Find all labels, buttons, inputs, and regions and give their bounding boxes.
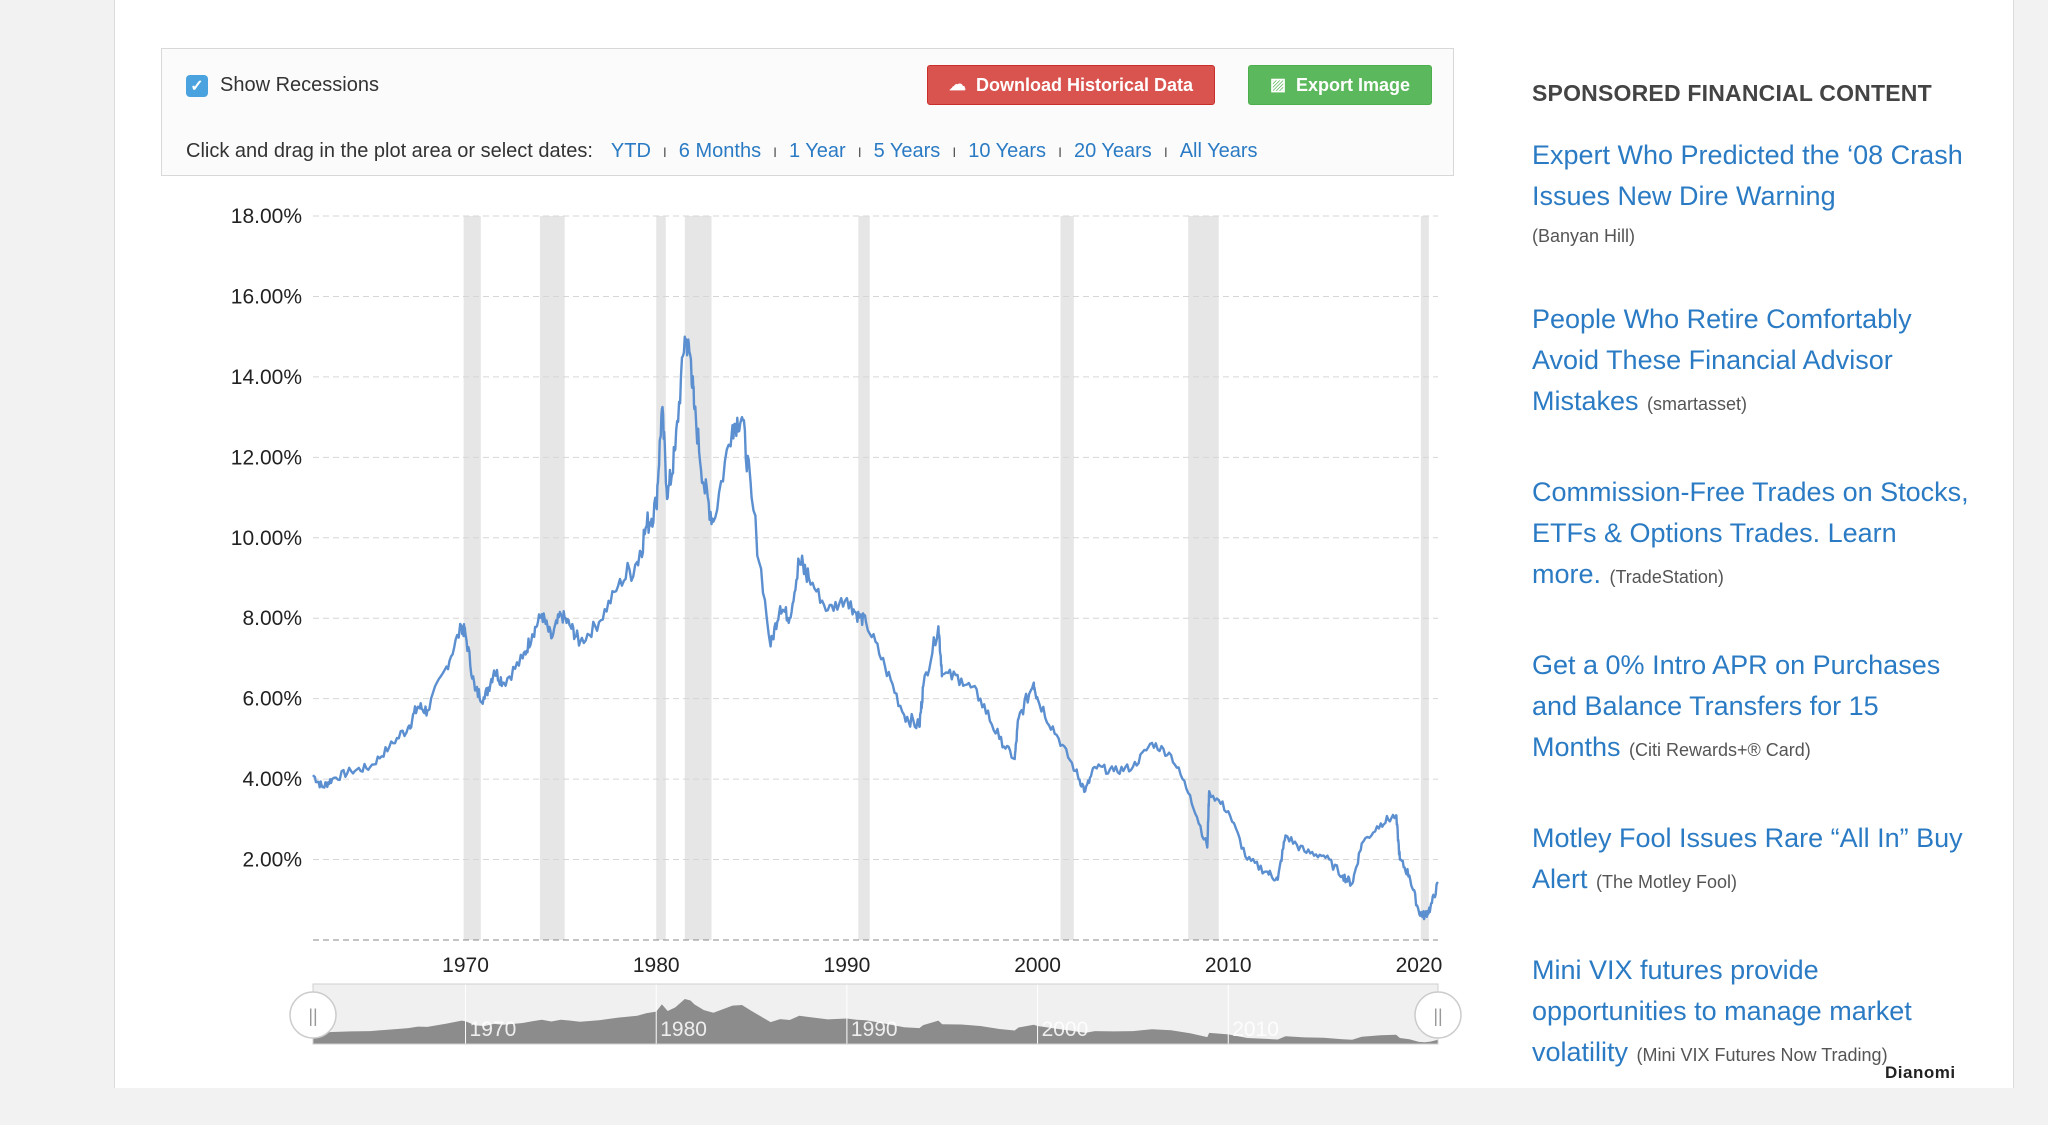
date-range-selector: Click and drag in the plot area or selec… <box>186 140 1258 163</box>
recession-band <box>1188 216 1219 940</box>
ad-list: Expert Who Predicted the ‘08 Crash Issue… <box>1532 137 1972 1075</box>
range-separator: I <box>773 143 777 160</box>
ad-source: (TradeStation) <box>1609 567 1724 587</box>
ad-title-link[interactable]: Mini VIX futures provide opportunities t… <box>1532 955 1912 1067</box>
navigator-label: 1970 <box>470 1018 517 1041</box>
range-separator: I <box>952 143 957 160</box>
ad-title-link[interactable]: Expert Who Predicted the ‘08 Crash Issue… <box>1532 140 1963 211</box>
ad-title-link[interactable]: Motley Fool Issues Rare “All In” Buy Ale… <box>1532 823 1963 894</box>
show-recessions-toggle[interactable]: ✓ Show Recessions <box>186 74 379 97</box>
interest-rate-chart[interactable]: 2.00% 4.00% 6.00% 8.00% 10.00% 12.00% 14.00% 16… <box>0 0 1500 1088</box>
ad-source: (Banyan Hill) <box>1532 226 1636 246</box>
recession-band <box>463 216 481 940</box>
y-tick-label: 4.00% <box>242 768 302 791</box>
ad-title-link[interactable]: Commission-Free Trades on Stocks, ETFs &… <box>1532 477 1969 589</box>
download-historical-data-button[interactable]: ☁ Download Historical Data <box>927 65 1215 105</box>
range-separator: I <box>1058 143 1062 160</box>
range-separator: I <box>857 143 862 160</box>
image-icon: ▨ <box>1269 75 1287 94</box>
range-all-years[interactable]: All Years <box>1179 140 1258 162</box>
recession-band <box>1060 216 1074 940</box>
navigator-label: 2000 <box>1042 1018 1089 1041</box>
x-tick-label: 2010 <box>1205 954 1252 977</box>
y-tick-label: 10.00% <box>231 527 302 550</box>
navigator-label: 1990 <box>851 1018 898 1041</box>
handle-grip-icon: || <box>308 1006 317 1026</box>
navigator-left-handle[interactable] <box>289 991 337 1039</box>
range-separator: I <box>662 143 667 160</box>
x-tick-label: 1990 <box>824 954 871 977</box>
x-tick-label: 1980 <box>633 954 680 977</box>
export-image-button[interactable]: ▨ Export Image <box>1248 65 1432 105</box>
dianomi-logo[interactable]: Dianomi <box>1885 1063 1956 1082</box>
navigator-right-handle[interactable] <box>1414 991 1462 1039</box>
sponsored-ad[interactable]: People Who Retire Comfortably Avoid Thes… <box>1532 301 1972 424</box>
range-6-months[interactable]: 6 Months <box>678 140 762 162</box>
range-separator: I <box>1163 143 1168 160</box>
ad-title-link[interactable]: People Who Retire Comfortably Avoid Thes… <box>1532 304 1912 416</box>
y-tick-label: 18.00% <box>231 205 302 228</box>
navigator-label: 2010 <box>1232 1018 1279 1041</box>
range-1-year[interactable]: 1 Year <box>788 140 846 162</box>
chart-controls: ✓ Show Recessions ☁ Download Historical … <box>161 48 1454 176</box>
sponsored-ad[interactable]: Motley Fool Issues Rare “All In” Buy Ale… <box>1532 820 1972 902</box>
y-tick-label: 12.00% <box>231 446 302 469</box>
cloud-download-icon: ☁ <box>948 75 966 94</box>
range-5-years[interactable]: 5 Years <box>873 140 941 162</box>
sidebar-title: SPONSORED FINANCIAL CONTENT <box>1532 80 1932 106</box>
date-prompt: Click and drag in the plot area or selec… <box>186 140 593 162</box>
range-ytd[interactable]: YTD <box>610 140 651 162</box>
ad-source: (Citi Rewards+® Card) <box>1629 740 1811 760</box>
ad-source: (The Motley Fool) <box>1595 872 1738 892</box>
recession-band <box>684 216 712 940</box>
download-label: Download Historical Data <box>975 74 1194 95</box>
recession-band <box>539 216 565 940</box>
y-tick-label: 6.00% <box>242 688 302 711</box>
y-tick-label: 8.00% <box>242 607 302 630</box>
sponsored-ad[interactable]: Mini VIX futures provide opportunities t… <box>1532 952 1972 1075</box>
show-recessions-label: Show Recessions <box>220 74 379 96</box>
sponsored-ad[interactable]: Get a 0% Intro APR on Purchases and Bala… <box>1532 647 1972 770</box>
x-tick-label: 2020 <box>1396 954 1443 977</box>
range-20-years[interactable]: 20 Years <box>1073 140 1152 162</box>
y-tick-label: 2.00% <box>242 849 302 872</box>
recession-band <box>1420 216 1429 940</box>
sponsored-sidebar: SPONSORED FINANCIAL CONTENT Expert Who P… <box>1532 80 1972 1125</box>
recession-band <box>858 216 870 940</box>
ad-source: (smartasset) <box>1646 394 1747 414</box>
x-tick-label: 1970 <box>442 954 489 977</box>
x-tick-label: 2000 <box>1014 954 1061 977</box>
y-tick-label: 16.00% <box>231 285 302 308</box>
range-10-years[interactable]: 10 Years <box>968 140 1047 162</box>
sponsored-ad[interactable]: Commission-Free Trades on Stocks, ETFs &… <box>1532 474 1972 597</box>
sponsored-ad[interactable]: Expert Who Predicted the ‘08 Crash Issue… <box>1532 137 1972 251</box>
y-tick-label: 14.00% <box>231 366 302 389</box>
export-label: Export Image <box>1296 74 1411 95</box>
checkbox-checked-icon[interactable]: ✓ <box>186 74 208 97</box>
rate-series-line <box>312 335 1439 921</box>
ad-title-link[interactable]: Get a 0% Intro APR on Purchases and Bala… <box>1532 650 1941 762</box>
navigator-label: 1980 <box>660 1018 707 1041</box>
handle-grip-icon: || <box>1433 1006 1442 1026</box>
ad-source: (Mini VIX Futures Now Trading) <box>1636 1045 1888 1065</box>
recession-band <box>656 216 666 940</box>
navigator-area <box>313 999 1438 1044</box>
